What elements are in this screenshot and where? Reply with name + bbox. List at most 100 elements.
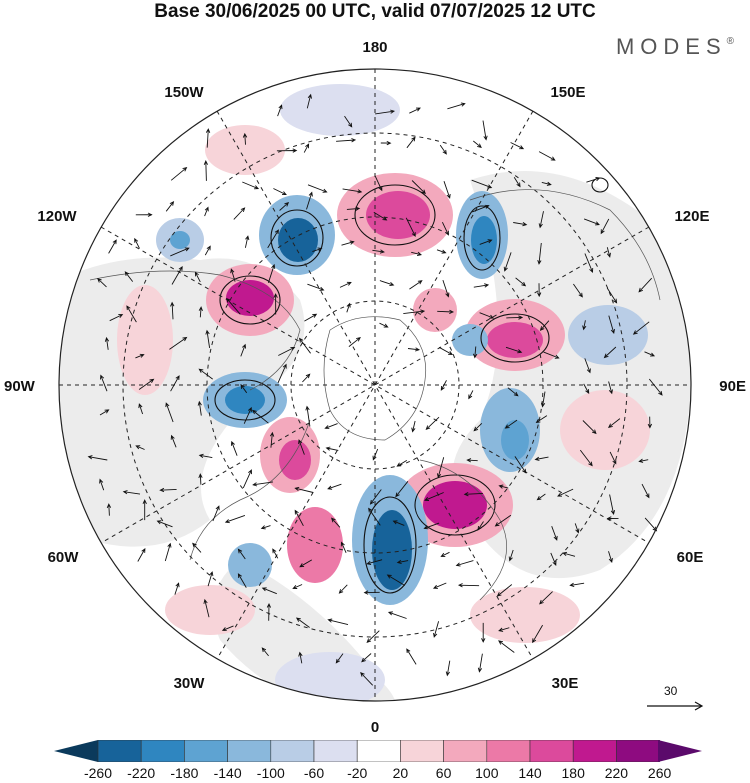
wind-arrow: [87, 455, 108, 461]
wind-arrow: [423, 522, 440, 530]
geopotential-contours: [214, 177, 609, 594]
wind-arrow: [574, 523, 580, 534]
wind-arrow: [380, 140, 392, 146]
brand-name: MODES: [615, 34, 727, 59]
colorbar-cell: [443, 740, 488, 762]
lon-label-150e: 150E: [550, 84, 585, 101]
wind-arrow: [344, 115, 353, 128]
lon-label-60e: 60E: [677, 549, 704, 566]
wind-arrow: [230, 440, 238, 456]
wind-arrow: [507, 387, 519, 397]
wind-arrow: [436, 457, 445, 479]
colorbar-tick: -260: [83, 765, 113, 781]
colorbar-cell: [227, 740, 272, 762]
wind-arrow: [340, 541, 347, 553]
wind-arrow: [406, 136, 416, 149]
wind-arrow: [348, 337, 361, 347]
wind-arrow: [582, 320, 587, 331]
wind-arrow: [638, 277, 653, 293]
wind-arrow: [407, 347, 421, 352]
wind-arrow: [477, 521, 484, 531]
wind-arrow: [99, 478, 105, 491]
wind-arrow: [135, 445, 145, 450]
vector-scale-label: 30: [664, 684, 678, 698]
wind-arrow: [514, 456, 527, 474]
wind-arrow: [99, 409, 110, 416]
wind-arrow: [298, 337, 311, 354]
wind-arrow: [494, 514, 512, 527]
wind-arrow: [436, 249, 447, 254]
wind-arrow: [156, 520, 173, 528]
negative-anomaly: [471, 216, 497, 264]
wind-arrow: [278, 346, 296, 356]
colorbar-min-extend: [54, 740, 98, 762]
wind-arrow: [106, 503, 112, 516]
wind-arrow: [165, 402, 174, 423]
wind-arrow: [496, 584, 513, 597]
wind-arrow: [312, 247, 323, 253]
wind-arrow: [609, 451, 617, 465]
wind-arrow: [498, 640, 515, 653]
wind-arrow: [305, 405, 311, 427]
wind-arrow: [324, 423, 338, 430]
eurasia-land: [452, 171, 691, 579]
wind-arrow: [267, 229, 279, 249]
wind-arrow: [473, 283, 490, 288]
wind-arrow: [260, 525, 271, 530]
colorbar-cell: [270, 740, 315, 762]
wind-arrow: [455, 560, 474, 567]
wind-arrow: [445, 660, 451, 677]
lon-label-120e: 120E: [674, 208, 709, 225]
wind-arrow: [647, 416, 653, 429]
wind-arrow: [135, 353, 145, 359]
registered-mark: ®: [726, 36, 734, 47]
wind-arrow: [437, 309, 455, 315]
wind-arrow: [169, 336, 188, 350]
positive-anomaly: [279, 440, 311, 480]
lon-label-30e: 30E: [552, 675, 579, 692]
wind-arrow: [240, 384, 248, 394]
wind-arrow: [194, 271, 201, 283]
wind-arrow: [292, 584, 303, 589]
wind-arrow: [506, 315, 524, 320]
lon-label-90e: 90E: [719, 378, 746, 395]
wind-arrow: [276, 148, 298, 153]
wind-arrow: [477, 653, 483, 673]
wind-arrow: [540, 391, 546, 408]
wind-arrow: [583, 383, 590, 395]
wind-arrow: [550, 552, 557, 566]
wind-arrow: [192, 542, 202, 553]
wind-arrow: [551, 526, 558, 541]
wind-arrow: [472, 204, 490, 213]
wind-arrow: [424, 492, 444, 501]
positive-anomaly: [117, 285, 173, 395]
colorbar: [54, 740, 702, 762]
wind-arrow: [240, 343, 247, 357]
wind-arrow: [302, 373, 311, 383]
wind-arrow: [203, 598, 210, 618]
wind-arrow: [361, 653, 372, 663]
wind-arrow: [609, 494, 616, 516]
wind-arrow: [122, 490, 141, 495]
wind-arrow: [438, 346, 453, 355]
wind-arrow: [138, 403, 144, 415]
colorbar-cell: [486, 740, 531, 762]
wind-arrow: [277, 363, 287, 384]
wind-arrow: [221, 625, 234, 632]
wind-arrow: [204, 245, 211, 256]
wind-arrow: [237, 573, 247, 588]
wind-arrow: [503, 252, 512, 272]
wind-arrow: [171, 266, 183, 285]
wind-arrow: [535, 415, 548, 423]
wind-arrow: [387, 611, 407, 619]
wind-arrow: [463, 492, 483, 497]
wind-arrow: [386, 574, 406, 586]
wind-arrow: [644, 517, 658, 532]
wind-arrow: [267, 263, 276, 283]
wind-arrow: [508, 549, 514, 562]
negative-anomaly: [170, 231, 190, 249]
colorbar-tick: 20: [392, 765, 409, 781]
wind-arrow: [273, 188, 287, 196]
wind-arrow: [513, 222, 528, 227]
wind-arrow: [170, 434, 177, 448]
